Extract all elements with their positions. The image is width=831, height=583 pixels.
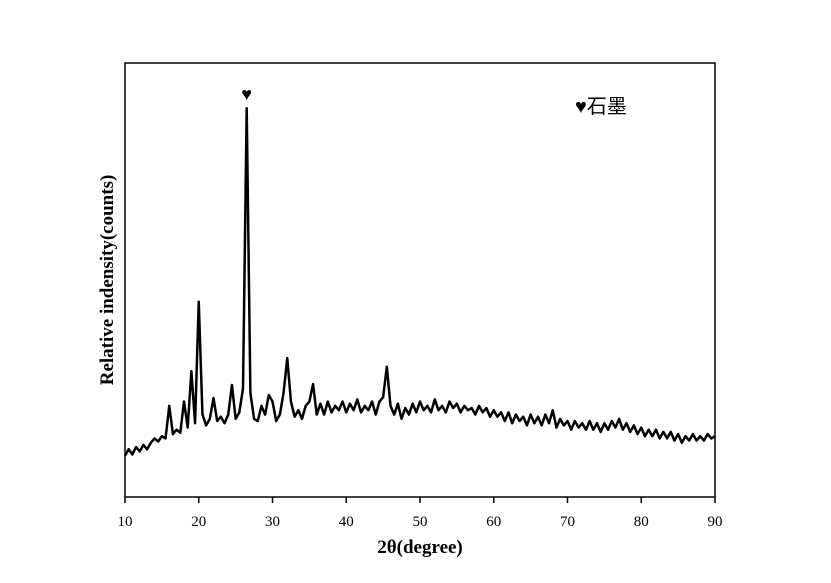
x-tick-label: 30: [265, 514, 280, 530]
x-tick-label: 50: [413, 514, 428, 530]
x-tick-label: 60: [486, 514, 501, 530]
x-tick-label: 40: [339, 514, 354, 530]
legend-label: ♥石墨: [575, 96, 627, 118]
x-tick-label: 80: [634, 514, 649, 530]
peak-annotation: ♥: [241, 84, 252, 104]
data-line: [123, 106, 716, 457]
x-tick-label: 10: [118, 514, 133, 530]
plot-frame: [124, 62, 716, 498]
x-tick-label: 90: [708, 514, 723, 530]
x-tick-label: 70: [560, 514, 575, 530]
x-tick-label: 20: [191, 514, 206, 530]
x-axis-title: 2θ(degree): [377, 537, 463, 558]
y-axis-title: Relative indensity(counts): [97, 175, 118, 386]
